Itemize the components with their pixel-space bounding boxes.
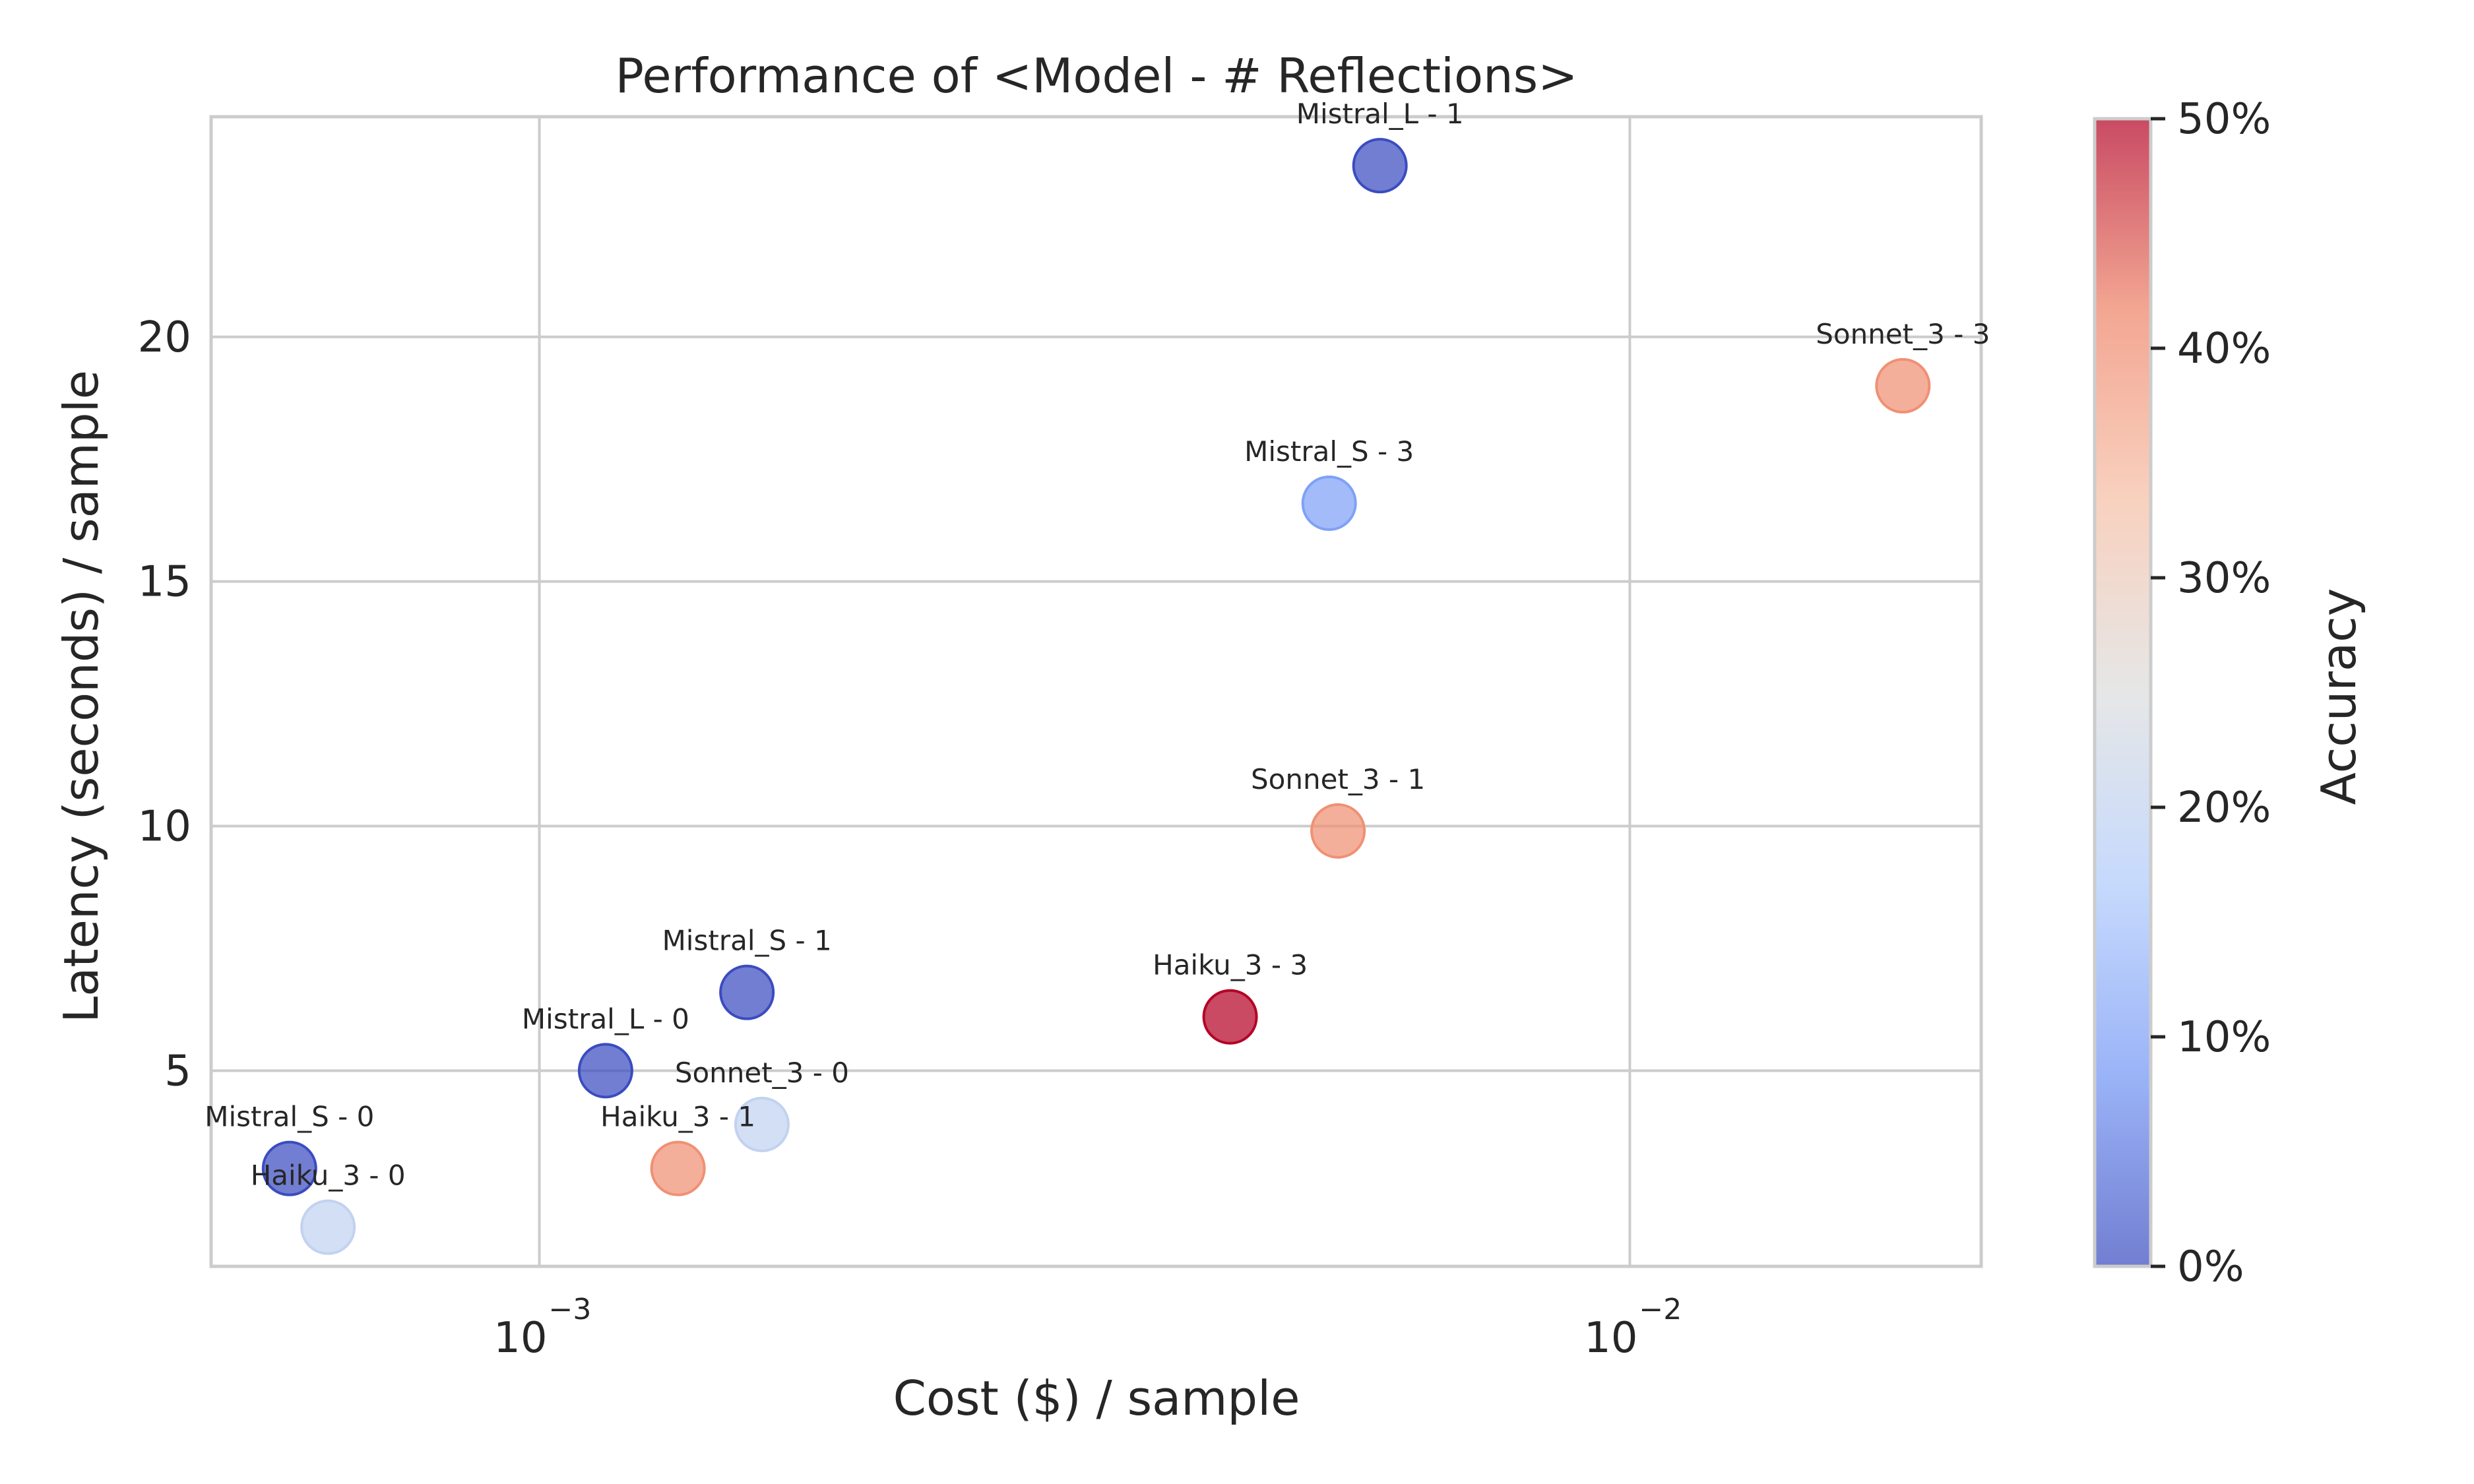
plot-frame [209, 115, 1983, 1268]
data-point-label: Haiku_3 - 1 [600, 1101, 755, 1133]
colorbar-tick-label: 20% [2177, 784, 2271, 832]
x-tick-exponent: −2 [1639, 1293, 1682, 1326]
data-point-label: Sonnet_3 - 0 [675, 1057, 849, 1089]
colorbar-frame [2093, 117, 2153, 1268]
data-point-label: Haiku_3 - 0 [251, 1159, 406, 1192]
x-tick-exponent: −3 [549, 1293, 592, 1326]
data-point [261, 1140, 317, 1196]
colorbar-tick-label: 0% [2177, 1243, 2244, 1291]
x-axis-label: Cost ($) / sample [893, 1371, 1300, 1426]
data-point [719, 964, 775, 1020]
y-tick-label: 10 [138, 802, 191, 851]
colorbar-tick-label: 10% [2177, 1013, 2271, 1062]
data-point [734, 1096, 790, 1152]
x-tick-base: 10 [1584, 1314, 1637, 1363]
data-point-label: Haiku_3 - 3 [1153, 949, 1308, 981]
colorbar: 0% 10% 20% 30% 40% 50% [2093, 95, 2271, 1291]
colorbar-label: Accuracy [2311, 588, 2366, 805]
data-point-label: Mistral_S - 0 [205, 1101, 374, 1133]
y-tick-label: 20 [138, 313, 191, 362]
y-tick-label: 5 [164, 1047, 191, 1096]
data-point-label: Mistral_S - 1 [662, 925, 832, 957]
chart-title: Performance of <Model - # Reflections> [616, 48, 1578, 104]
x-tick-base: 10 [493, 1314, 547, 1363]
data-point-label: Mistral_S - 3 [1244, 435, 1414, 468]
colorbar-gradient [2095, 119, 2151, 1266]
data-point [577, 1043, 633, 1099]
data-point [300, 1199, 356, 1255]
data-point [1301, 475, 1357, 531]
x-tick-label: 10−3 [493, 1293, 591, 1363]
colorbar-tick-label: 50% [2177, 95, 2271, 144]
x-tick-label: 10−2 [1584, 1293, 1682, 1363]
data-point [1202, 989, 1258, 1045]
data-point-label: Mistral_L - 1 [1296, 98, 1464, 130]
y-tick-label: 15 [138, 558, 191, 607]
data-point-label: Mistral_L - 0 [522, 1003, 689, 1035]
data-point [650, 1140, 706, 1196]
y-axis-label: Latency (seconds) / sample [53, 370, 109, 1023]
data-point-label: Sonnet_3 - 3 [1816, 318, 1990, 350]
data-point [1310, 803, 1366, 859]
colorbar-tick-label: 40% [2177, 325, 2271, 373]
data-point-label: Sonnet_3 - 1 [1251, 763, 1425, 795]
data-point [1875, 357, 1931, 414]
data-point [1352, 138, 1408, 194]
colorbar-tick-label: 30% [2177, 554, 2271, 603]
